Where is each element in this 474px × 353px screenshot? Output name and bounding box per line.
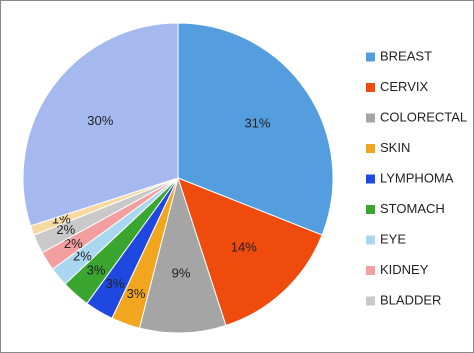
data-label: 2% — [56, 222, 75, 237]
legend-label: EYE — [380, 231, 406, 246]
data-label: 3% — [87, 262, 106, 277]
legend-swatch — [366, 266, 375, 275]
legend-label: BREAST — [380, 48, 432, 63]
pie-slice — [138, 176, 227, 334]
legend-label: KIDNEY — [380, 262, 429, 277]
legend-swatch — [366, 174, 375, 184]
pie-slice — [177, 22, 334, 236]
data-label: 31% — [244, 115, 270, 130]
legend-label: CERVIX — [380, 79, 428, 94]
data-label: 30% — [87, 113, 113, 128]
legend-label: COLORECTAL — [380, 109, 467, 124]
legend-swatch — [366, 144, 375, 153]
legend-swatch — [366, 83, 375, 92]
legend-label: STOMACH — [380, 201, 445, 216]
legend-label: LYMPHOMA — [380, 170, 454, 185]
legend-swatch — [366, 235, 375, 245]
legend-swatch — [366, 113, 375, 123]
legend-label: BLADDER — [380, 292, 441, 307]
legend-label: SKIN — [380, 140, 410, 155]
legend-swatch — [366, 205, 375, 214]
data-label: 2% — [73, 248, 92, 263]
legend-swatch — [366, 52, 375, 62]
pie-slice — [22, 22, 179, 227]
data-label: 14% — [231, 239, 257, 254]
data-label: 3% — [127, 286, 146, 301]
data-label: 9% — [172, 265, 191, 280]
legend-swatch — [366, 296, 375, 306]
data-label: 3% — [105, 276, 124, 291]
data-label: 2% — [64, 236, 83, 251]
